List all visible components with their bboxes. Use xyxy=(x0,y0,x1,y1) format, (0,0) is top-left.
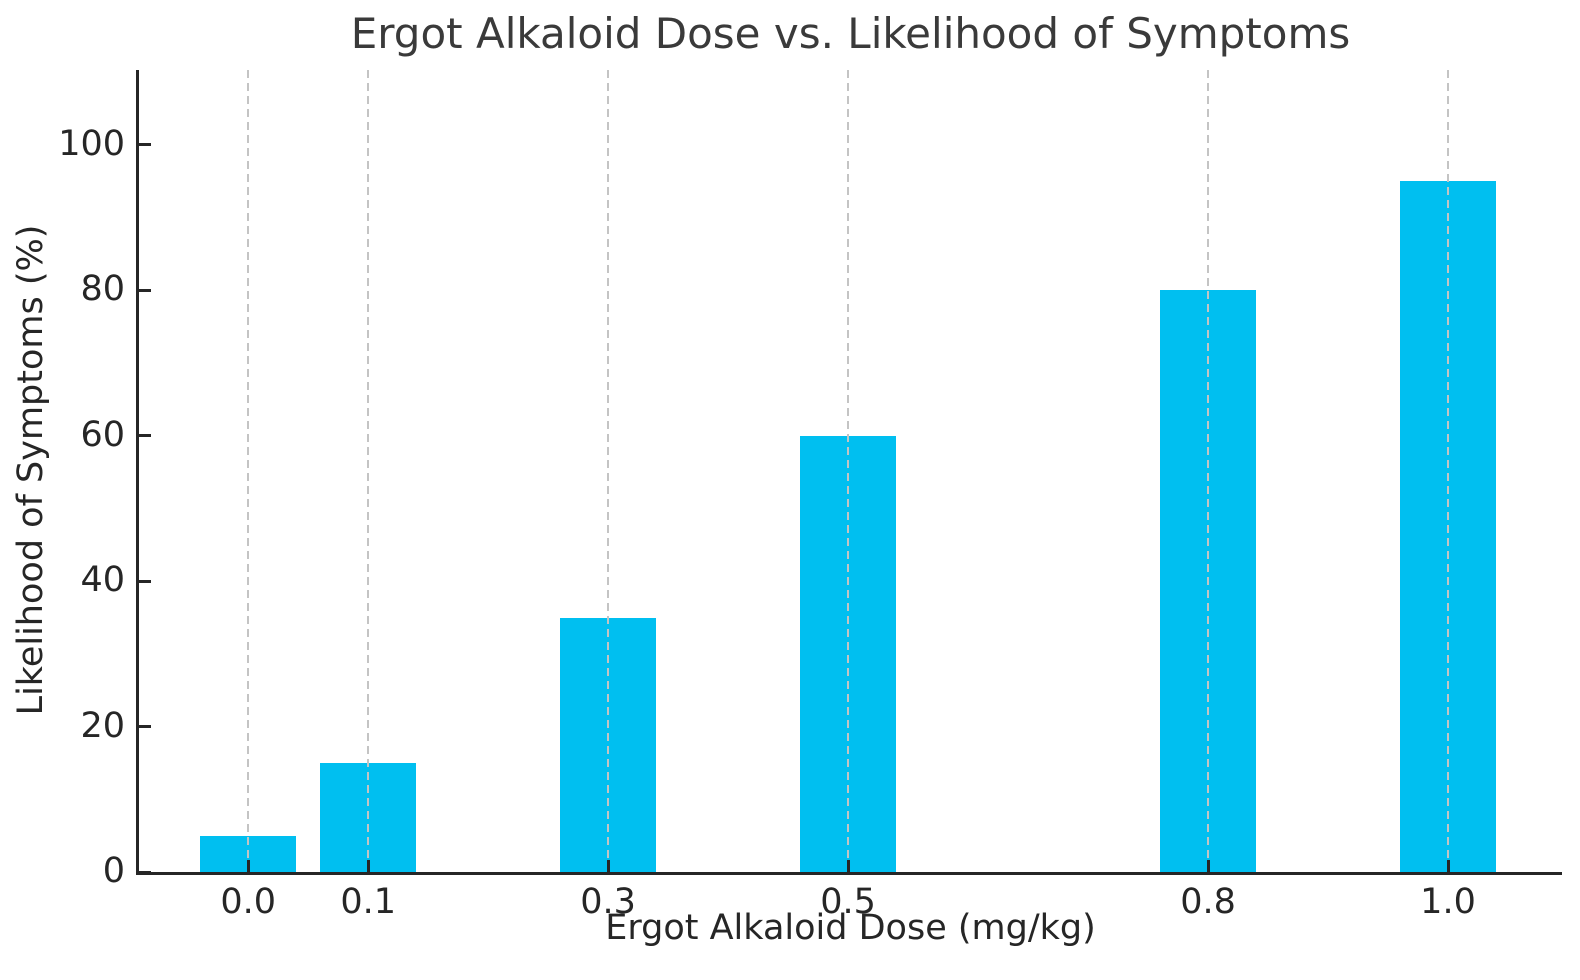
x-tick-mark xyxy=(1206,860,1210,872)
y-tick-mark xyxy=(139,579,151,583)
y-tick-label: 80 xyxy=(80,269,125,310)
x-tick-mark xyxy=(846,860,850,872)
y-tick-label: 100 xyxy=(58,124,125,165)
x-tick-mark xyxy=(1446,860,1450,872)
gridline xyxy=(367,70,370,872)
gridline xyxy=(1447,70,1450,872)
y-tick-mark xyxy=(139,870,151,874)
x-tick-mark xyxy=(366,860,370,872)
gridline xyxy=(607,70,610,872)
y-tick-label: 0 xyxy=(102,851,125,892)
y-tick-mark xyxy=(139,434,151,438)
gridline xyxy=(1207,70,1210,872)
x-tick-mark xyxy=(606,860,610,872)
gridline xyxy=(847,70,850,872)
chart-title: Ergot Alkaloid Dose vs. Likelihood of Sy… xyxy=(350,9,1351,58)
x-tick-mark xyxy=(246,860,250,872)
y-tick-label: 60 xyxy=(80,414,125,455)
y-tick-mark xyxy=(139,143,151,147)
x-tick-label: 0.5 xyxy=(820,882,876,922)
gridline xyxy=(247,70,250,872)
plot-area xyxy=(136,70,1562,875)
x-tick-label: 1.0 xyxy=(1420,882,1476,922)
x-axis-title: Ergot Alkaloid Dose (mg/kg) xyxy=(605,908,1096,948)
x-tick-label: 0.3 xyxy=(580,882,636,922)
y-tick-mark xyxy=(139,725,151,729)
x-tick-label: 0.8 xyxy=(1180,882,1236,922)
x-tick-label: 0.1 xyxy=(340,882,396,922)
x-tick-label: 0.0 xyxy=(220,882,277,922)
y-tick-mark xyxy=(139,288,151,292)
y-tick-label: 40 xyxy=(80,560,125,601)
y-tick-label: 20 xyxy=(80,705,125,746)
